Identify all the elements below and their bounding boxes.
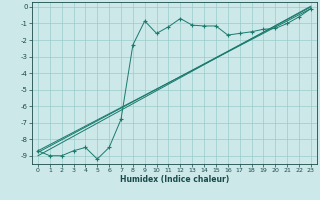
X-axis label: Humidex (Indice chaleur): Humidex (Indice chaleur)	[120, 175, 229, 184]
